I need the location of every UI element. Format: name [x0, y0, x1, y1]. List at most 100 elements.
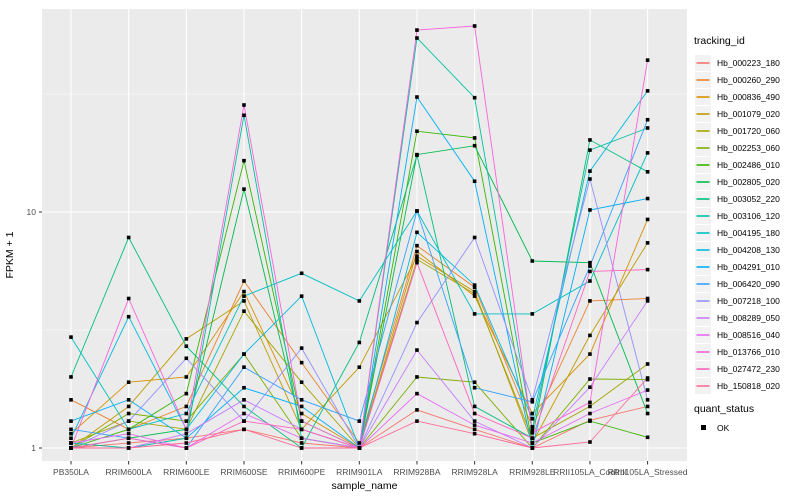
legend-title-quant-status: quant_status — [694, 403, 754, 415]
data-point-marker — [415, 153, 419, 158]
legend-item-label: Hb_002805_020 — [717, 177, 780, 187]
data-point-marker — [472, 292, 477, 296]
data-point-marker — [415, 408, 419, 412]
data-point-marker — [126, 380, 131, 385]
x-tick-label: RRIM928BA — [393, 467, 441, 477]
legend-item-label: Hb_004208_130 — [717, 245, 780, 255]
data-point-marker — [530, 427, 535, 432]
data-point-marker — [126, 419, 131, 423]
data-point-marker — [126, 314, 131, 319]
data-point-marker — [299, 427, 304, 432]
data-point-marker — [126, 427, 131, 432]
data-point-marker — [530, 312, 535, 316]
data-point-marker — [472, 95, 477, 100]
data-point-marker — [299, 404, 304, 409]
data-point-marker — [530, 398, 535, 402]
data-point-marker — [645, 435, 650, 440]
data-point-marker — [588, 264, 592, 268]
legend-item-label: Hb_004195_180 — [717, 228, 780, 238]
data-point-marker — [530, 446, 535, 450]
data-point-marker — [588, 440, 592, 444]
legend-item-label: Hb_013766_010 — [717, 347, 780, 357]
data-point-marker — [184, 404, 189, 409]
data-point-marker — [588, 411, 592, 416]
data-point-marker — [530, 411, 535, 416]
y-axis-title: FPKM + 1 — [4, 231, 16, 278]
data-point-marker — [645, 126, 650, 130]
data-point-marker — [415, 391, 419, 396]
legend-item-label: Hb_008289_050 — [717, 313, 780, 323]
data-point-marker — [645, 117, 650, 122]
data-point-marker — [415, 230, 419, 235]
data-point-marker — [588, 138, 592, 142]
legend-item-label: Hb_004291_010 — [717, 262, 780, 272]
data-point-marker — [415, 243, 419, 248]
legend-item-label: Hb_007218_100 — [717, 296, 780, 306]
data-point-marker — [357, 446, 362, 450]
data-point-marker — [299, 436, 304, 441]
x-tick-label: PB350LA — [53, 467, 89, 477]
data-point-marker — [126, 398, 131, 402]
data-point-marker — [184, 441, 189, 445]
data-point-marker — [530, 430, 535, 435]
quant-status-ok-label: OK — [717, 423, 730, 433]
data-point-marker — [242, 411, 246, 416]
data-point-marker — [415, 375, 419, 379]
data-point-marker — [299, 419, 304, 423]
data-point-marker — [472, 404, 477, 409]
data-point-marker — [242, 427, 246, 432]
data-point-marker — [530, 399, 535, 404]
data-point-marker — [588, 400, 592, 405]
data-point-marker — [588, 377, 592, 381]
data-point-marker — [415, 257, 419, 262]
data-point-marker — [357, 299, 362, 303]
data-point-marker — [472, 235, 477, 240]
legend-item-label: Hb_002253_060 — [717, 143, 780, 153]
data-point-marker — [415, 249, 419, 254]
data-point-marker — [472, 179, 477, 184]
data-point-marker — [588, 148, 592, 152]
data-point-marker — [472, 283, 477, 287]
data-point-marker — [415, 209, 419, 213]
data-point-marker — [530, 259, 535, 263]
data-point-marker — [242, 103, 246, 107]
data-point-marker — [415, 129, 419, 133]
data-point-marker — [299, 360, 304, 365]
legend-item-label: Hb_003052_220 — [717, 194, 780, 204]
data-point-marker — [69, 419, 73, 423]
data-point-marker — [645, 58, 650, 62]
x-tick-label: RRII105LA_Control — [553, 467, 627, 477]
data-point-marker — [184, 446, 189, 450]
data-point-marker — [357, 365, 362, 369]
data-point-marker — [242, 187, 246, 191]
data-point-marker — [415, 36, 419, 40]
data-point-marker — [299, 411, 304, 416]
data-point-marker — [588, 169, 592, 173]
data-point-marker — [645, 267, 650, 272]
data-point-marker — [126, 436, 131, 441]
data-point-marker — [69, 398, 73, 402]
data-point-marker — [588, 299, 592, 303]
data-point-marker — [184, 419, 189, 423]
data-point-marker — [472, 136, 477, 140]
data-point-marker — [588, 333, 592, 338]
data-point-marker — [645, 217, 650, 222]
data-point-marker — [69, 375, 73, 379]
y-tick-label: 1 — [31, 443, 36, 453]
data-point-marker — [242, 294, 246, 298]
data-point-marker — [299, 271, 304, 276]
data-point-marker — [357, 419, 362, 423]
data-point-marker — [472, 143, 477, 148]
legend-item-label: Hb_001720_060 — [717, 126, 780, 136]
data-point-marker — [588, 385, 592, 389]
data-point-marker — [242, 419, 246, 423]
data-point-marker — [242, 385, 246, 390]
data-point-marker — [472, 427, 477, 432]
data-point-marker — [184, 344, 189, 348]
data-point-marker — [588, 177, 592, 181]
data-point-marker — [69, 431, 73, 436]
data-point-marker — [588, 419, 592, 423]
data-point-marker — [299, 446, 304, 450]
data-point-marker — [242, 299, 246, 303]
data-point-marker — [415, 254, 419, 258]
